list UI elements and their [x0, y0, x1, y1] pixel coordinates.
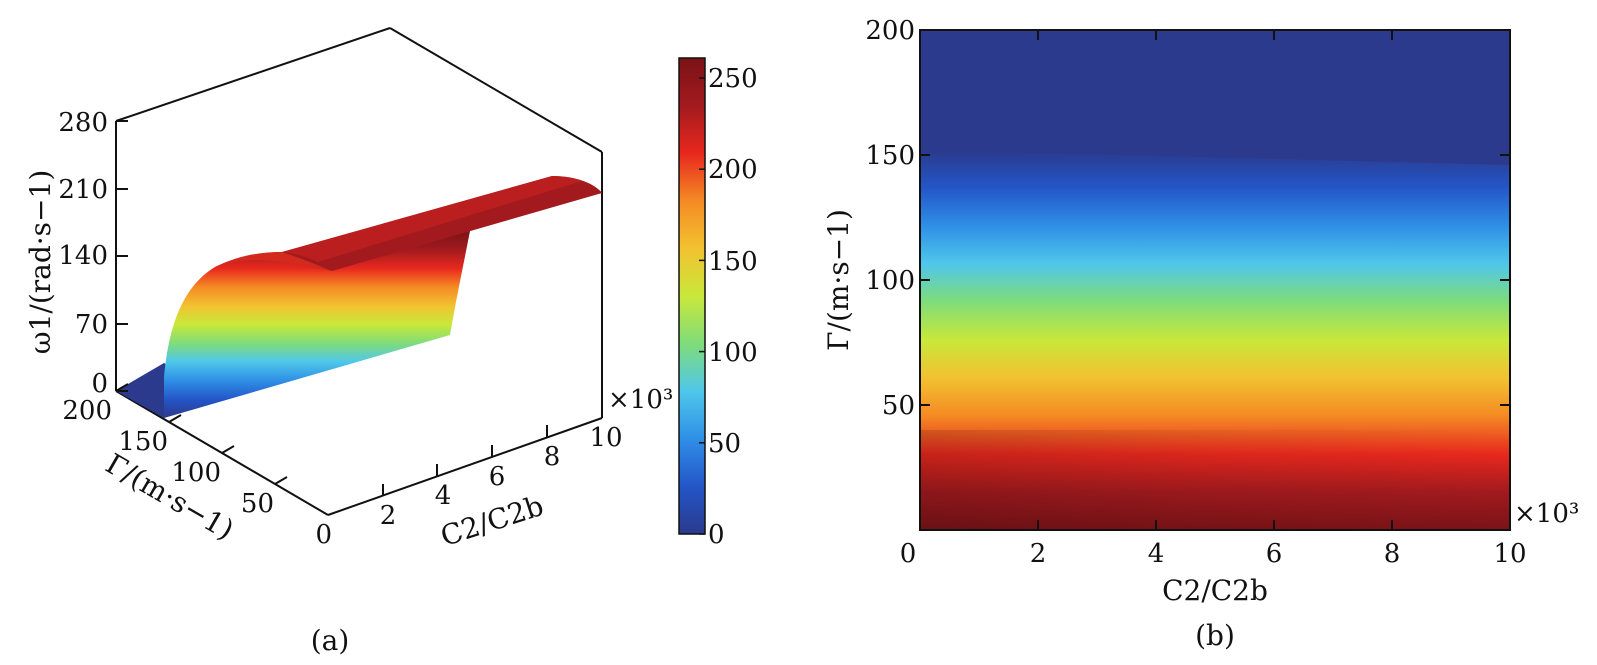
y-tick-mark [274, 476, 288, 485]
x-tick-label: 4 [435, 481, 452, 511]
x-axis-tick-labels: 2 4 6 8 10 [380, 423, 623, 531]
x-multiplier: ×10³ [1514, 499, 1579, 529]
panel-a: 0 70 140 210 280 ω1/(rad·s−1) 200 150 10… [24, 27, 758, 657]
surface-ridge-highlight [282, 176, 582, 262]
z-tick-label: 280 [58, 108, 108, 138]
panel-b: 0 2 4 6 8 10 ×10³ 50 100 150 200 Γ/(m·s−… [822, 16, 1579, 652]
x-multiplier: ×10³ [608, 385, 673, 415]
colorbar-ticks [699, 77, 705, 535]
z-tick-label: 140 [58, 241, 108, 271]
y-tick-mark [115, 383, 129, 392]
y-tick-label: 100 [171, 458, 221, 488]
x-tick-label: 8 [1384, 539, 1401, 569]
y-tick-label: 150 [865, 141, 915, 171]
y-tick-label: 150 [118, 427, 168, 457]
x-axis-ticks [919, 30, 1511, 530]
x-tick-label: 4 [1148, 539, 1165, 569]
y-tick-label: 100 [865, 266, 915, 296]
caption-a: (a) [311, 624, 350, 657]
box-edge-top-right [389, 27, 603, 153]
x-tick-label: 2 [1030, 539, 1047, 569]
z-tick-label: 0 [91, 369, 108, 399]
colorbar-tick-label: 150 [708, 247, 758, 277]
z-tick-label: 210 [58, 175, 108, 205]
colorbar-tick-labels: 0 50 100 150 200 250 [708, 64, 758, 550]
x-tick-label: 8 [544, 442, 561, 472]
y-axis-tick-labels: 200 150 100 50 0 [62, 396, 332, 550]
surface-front-cap [215, 252, 332, 271]
y-axis-ticks [115, 383, 288, 485]
colorbar-tick-label: 50 [708, 429, 741, 459]
colorbar-tick-label: 200 [708, 155, 758, 185]
z-axis-ticks [116, 120, 128, 392]
y-axis-ticks [920, 154, 1510, 406]
x-axis-label: C2/C2b [437, 489, 548, 553]
z-axis-tick-labels: 0 70 140 210 280 [58, 108, 108, 399]
y-tick-label: 200 [62, 396, 112, 426]
z-tick-label: 70 [75, 310, 108, 340]
y-tick-mark [221, 445, 235, 454]
y-axis-tick-labels: 50 100 150 200 [865, 16, 915, 421]
colorbar [678, 57, 706, 535]
colorbar-tick-label: 0 [708, 520, 725, 550]
box-edge-bottom-right [327, 417, 603, 516]
y-tick-label: 200 [865, 16, 915, 46]
x-tick-label: 6 [489, 462, 506, 492]
y-axis-label: Γ/(m·s−1) [822, 209, 855, 351]
y-tick-label: 50 [882, 391, 915, 421]
z-axis-label: ω1/(rad·s−1) [24, 170, 57, 354]
caption-b: (b) [1195, 619, 1235, 652]
x-tick-label: 6 [1266, 539, 1283, 569]
y-tick-label: 0 [315, 520, 332, 550]
heatmap-shade [920, 430, 1510, 530]
x-axis-label: C2/C2b [1162, 574, 1268, 607]
box-edge-top-left [115, 27, 391, 122]
surface-rise [164, 231, 470, 418]
y-tick-label: 50 [241, 489, 274, 519]
x-tick-label: 0 [900, 539, 917, 569]
y-tick-mark [168, 414, 182, 423]
x-tick-label: 10 [589, 423, 622, 453]
colorbar-tick-label: 100 [708, 338, 758, 368]
x-axis-tick-labels: 0 2 4 6 8 10 [900, 539, 1527, 569]
x-axis-ticks [382, 425, 548, 496]
colorbar-tick-label: 250 [708, 64, 758, 94]
x-tick-label: 2 [380, 501, 397, 531]
x-tick-label: 10 [1493, 539, 1526, 569]
